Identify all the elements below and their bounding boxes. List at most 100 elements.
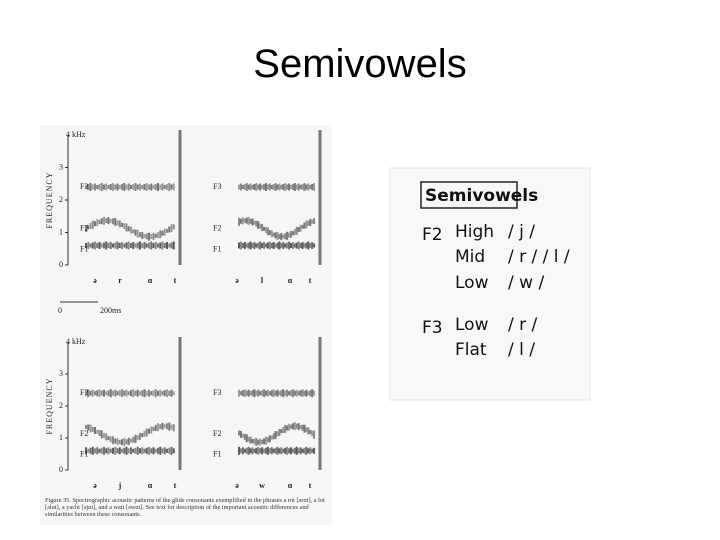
- formant-band: [100, 430, 103, 439]
- formant-band: [243, 433, 246, 440]
- formant-band: [309, 185, 312, 189]
- formant-band: [299, 425, 302, 430]
- formant-band: [91, 426, 94, 432]
- formant-band: [94, 427, 96, 435]
- formant-band: [247, 216, 250, 225]
- symbols: / j /: [508, 222, 535, 242]
- formant-band: [127, 226, 130, 232]
- formant-band: [114, 242, 117, 249]
- formant-band: [284, 390, 287, 396]
- formant-band: [127, 437, 130, 445]
- formant-band: [103, 242, 105, 249]
- formant-band: [243, 184, 246, 190]
- formant-band: [241, 390, 244, 397]
- formant-band: [259, 183, 262, 191]
- formant-band: [259, 241, 262, 250]
- formant-band: [286, 184, 289, 190]
- formant-band: [87, 448, 90, 453]
- formant-band: [270, 185, 273, 189]
- formant-band: [264, 436, 267, 445]
- formant-band: [168, 226, 171, 233]
- formant-band: [266, 389, 269, 397]
- formant-band: [116, 241, 119, 250]
- formant-band: [170, 184, 173, 190]
- phoneme-label: ɑ: [288, 276, 293, 285]
- formant-band: [291, 423, 294, 430]
- formant-band: [172, 391, 175, 396]
- phoneme-label: ə: [235, 481, 239, 490]
- heading-box: [420, 181, 518, 209]
- formant-band: [105, 448, 108, 454]
- phoneme-label: ə: [93, 276, 97, 285]
- formant-band: [172, 448, 175, 454]
- formant-band: [276, 242, 279, 249]
- formant-band: [109, 436, 112, 443]
- formant-band: [299, 243, 302, 248]
- formant-band: [121, 222, 123, 227]
- formant-band: [305, 242, 308, 249]
- formant-band: [309, 390, 312, 397]
- formant-band: [255, 390, 258, 396]
- formant-band: [249, 241, 252, 250]
- formant-band: [270, 230, 273, 238]
- formant-band: [286, 425, 289, 431]
- axis-tick-label: 1: [59, 433, 63, 442]
- formant-band: [139, 183, 141, 191]
- formant-band: [278, 183, 281, 191]
- formant-band: [172, 241, 175, 250]
- formant-band: [253, 242, 256, 249]
- formant-band: [112, 390, 114, 396]
- formant-band: [264, 227, 267, 234]
- formant-band: [134, 447, 137, 454]
- formant-band: [87, 225, 90, 230]
- formant-band: [87, 184, 90, 190]
- formant-band: [239, 430, 242, 438]
- formant-band: [286, 389, 289, 397]
- formant-band: [114, 389, 117, 397]
- axis-tick-label: 2: [59, 401, 63, 410]
- formant-band: [134, 183, 137, 191]
- formant-band: [293, 183, 296, 191]
- phoneme-label: w: [259, 481, 265, 490]
- formant-band: [100, 183, 103, 191]
- axis-tick-label: 3: [59, 162, 63, 171]
- formant-band: [288, 241, 291, 250]
- formant-band: [268, 183, 271, 191]
- formant-band: [249, 218, 252, 224]
- formant-band: [291, 389, 294, 398]
- formant-band: [114, 446, 117, 455]
- formant-band: [288, 232, 291, 238]
- formant-band: [243, 218, 246, 223]
- formant-band: [96, 390, 99, 397]
- formant-band: [114, 217, 117, 226]
- formant-band: [270, 390, 273, 397]
- formant-band: [132, 242, 135, 249]
- formant-band: [264, 390, 267, 396]
- formant-band: [123, 223, 126, 230]
- formant-band: [272, 242, 275, 249]
- formant-band: [154, 448, 157, 453]
- formant-band: [274, 243, 277, 248]
- phoneme-label: t: [309, 481, 312, 490]
- axis-unit: 4 kHz: [66, 130, 86, 139]
- formant-band: [280, 447, 283, 455]
- formant-band: [118, 447, 121, 455]
- formant-band: [257, 446, 260, 455]
- formant-band: [109, 448, 112, 453]
- formant-band: [145, 428, 148, 437]
- formant-band: [152, 185, 155, 189]
- formant-band: [245, 447, 248, 454]
- formant-label: F1: [213, 450, 221, 459]
- formant-band: [125, 242, 128, 249]
- formant-band: [311, 184, 314, 190]
- time-label: 0: [58, 306, 62, 315]
- formant-band: [241, 185, 244, 189]
- formant-band: [261, 243, 264, 248]
- formant-band: [255, 437, 258, 446]
- formant-band: [253, 448, 256, 453]
- formant-band: [100, 390, 103, 396]
- feature: Low: [455, 273, 489, 293]
- formant-band: [103, 433, 105, 439]
- formant-band: [136, 229, 139, 238]
- formant-band: [121, 242, 123, 249]
